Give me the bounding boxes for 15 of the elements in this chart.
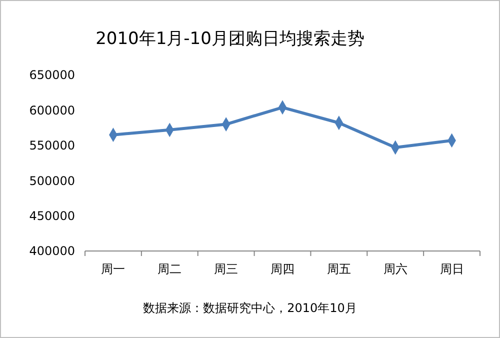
y-tick-label: 550000 bbox=[29, 138, 75, 153]
y-tick-label: 450000 bbox=[29, 209, 75, 223]
source-note: 数据来源：数据研究中心，2010年10月 bbox=[143, 301, 357, 315]
y-tick-label: 400000 bbox=[29, 244, 75, 258]
x-tick-label: 周日 bbox=[440, 262, 464, 276]
x-tick-label: 周三 bbox=[214, 262, 238, 276]
chart-title: 2010年1月-10月团购日均搜索走势 bbox=[96, 29, 364, 49]
y-tick-label: 650000 bbox=[29, 68, 75, 82]
x-tick-label: 周五 bbox=[326, 262, 351, 276]
x-tick-label: 周二 bbox=[158, 262, 182, 276]
x-tick-label: 周四 bbox=[270, 262, 294, 276]
y-tick-label: 500000 bbox=[29, 174, 75, 188]
y-tick-label: 600000 bbox=[29, 103, 75, 118]
x-tick-label: 周六 bbox=[383, 262, 408, 276]
x-tick-label: 周一 bbox=[101, 262, 126, 276]
